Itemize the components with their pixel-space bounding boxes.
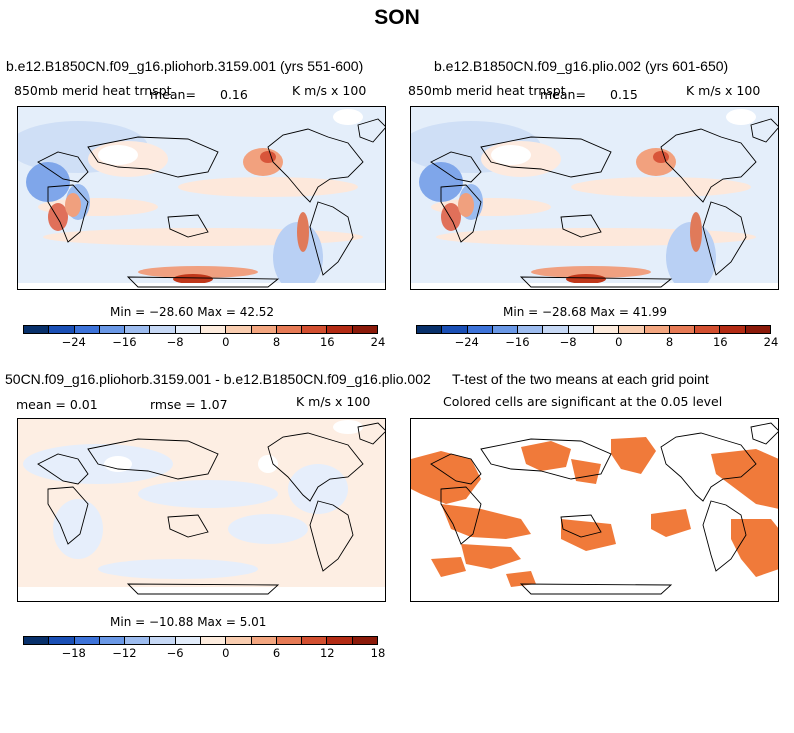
colorbar-tick-label: −24 — [454, 335, 479, 349]
panel3-rmse: rmse = 1.07 — [150, 397, 228, 412]
panel1-variable: 850mb merid heat trnspt — [14, 83, 172, 98]
panel1-colorbar-ticks: −24 −16 −8 0 8 16 24 — [23, 335, 386, 349]
colorbar-swatch — [125, 326, 151, 333]
panel2-minmax: Min = −28.68 Max = 41.99 — [503, 305, 668, 319]
panel1-map — [17, 106, 386, 290]
panel3-minmax: Min = −10.88 Max = 5.01 — [110, 615, 267, 629]
panel4-subtitle: Colored cells are significant at the 0.0… — [443, 394, 723, 409]
colorbar-tick-label: −16 — [505, 335, 530, 349]
colorbar-swatch — [200, 326, 227, 333]
panel2-mean-label: mean= — [540, 87, 586, 102]
panel3-mean: mean = 0.01 — [16, 397, 98, 412]
colorbar-tick-label: 0 — [222, 335, 230, 349]
colorbar-swatch — [352, 637, 377, 644]
colorbar-swatch — [49, 326, 75, 333]
panel3-units: K m/s x 100 — [296, 394, 371, 409]
colorbar-swatch — [745, 326, 770, 333]
panel1-mean-label: mean= — [150, 87, 196, 102]
colorbar-swatch — [175, 637, 201, 644]
colorbar-swatch — [200, 637, 227, 644]
panel1-minmax: Min = −28.60 Max = 42.52 — [110, 305, 275, 319]
colorbar-tick-label: −24 — [61, 335, 86, 349]
colorbar-swatch — [417, 326, 443, 333]
colorbar-swatch — [99, 637, 126, 644]
panel1-mean-value: 0.16 — [220, 87, 248, 102]
colorbar-swatch — [150, 326, 176, 333]
panel1-title: b.e12.B1850CN.f09_g16.pliohorb.3159.001 … — [6, 58, 364, 74]
page-title: SON — [374, 6, 420, 29]
panel3-map — [17, 418, 386, 602]
colorbar-swatch — [276, 637, 303, 644]
colorbar-swatch — [568, 326, 594, 333]
colorbar-swatch — [24, 637, 50, 644]
panel2-mean-value: 0.15 — [610, 87, 638, 102]
colorbar-swatch — [352, 326, 377, 333]
panel1-colorbar — [23, 325, 378, 334]
colorbar-tick-label: 8 — [272, 335, 281, 349]
colorbar-swatch — [327, 637, 353, 644]
colorbar-swatch — [125, 637, 151, 644]
colorbar-swatch — [720, 326, 746, 333]
panel2-colorbar — [416, 325, 771, 334]
colorbar-swatch — [593, 326, 620, 333]
panel2-map — [410, 106, 779, 290]
panel4-title: T-test of the two means at each grid poi… — [452, 371, 709, 387]
significance-regions — [411, 437, 778, 587]
panel3-colorbar-ticks: −18 −12 −6 0 6 12 18 — [23, 646, 386, 660]
colorbar-swatch — [302, 637, 328, 644]
colorbar-swatch — [669, 326, 696, 333]
colorbar-swatch — [276, 326, 303, 333]
colorbar-tick-label: 12 — [319, 646, 335, 660]
colorbar-swatch — [74, 637, 100, 644]
colorbar-swatch — [251, 326, 277, 333]
colorbar-tick-label: −12 — [112, 646, 137, 660]
panel2-variable: 850mb merid heat trnspt — [408, 83, 566, 98]
colorbar-swatch — [695, 326, 721, 333]
colorbar-tick-label: 0 — [615, 335, 623, 349]
colorbar-tick-label: 16 — [319, 335, 335, 349]
colorbar-swatch — [226, 326, 252, 333]
colorbar-tick-label: 24 — [370, 335, 386, 349]
colorbar-tick-label: 18 — [370, 646, 386, 660]
colorbar-tick-label: −8 — [166, 335, 184, 349]
colorbar-swatch — [99, 326, 126, 333]
colorbar-tick-label: 6 — [272, 646, 281, 660]
panel4-map — [410, 418, 779, 602]
colorbar-swatch — [619, 326, 645, 333]
colorbar-tick-label: 8 — [665, 335, 674, 349]
colorbar-tick-label: −18 — [61, 646, 86, 660]
colorbar-swatch — [150, 637, 176, 644]
colorbar-swatch — [24, 326, 50, 333]
panel2-title: b.e12.B1850CN.f09_g16.plio.002 (yrs 601-… — [434, 58, 729, 74]
colorbar-tick-label: 0 — [222, 646, 230, 660]
colorbar-tick-label: −16 — [112, 335, 137, 349]
colorbar-tick-label: 24 — [763, 335, 779, 349]
colorbar-tick-label: 16 — [712, 335, 728, 349]
colorbar-swatch — [251, 637, 277, 644]
colorbar-swatch — [442, 326, 468, 333]
colorbar-swatch — [74, 326, 100, 333]
panel2-units: K m/s x 100 — [686, 83, 761, 98]
panel2-colorbar-ticks: −24 −16 −8 0 8 16 24 — [416, 335, 779, 349]
colorbar-swatch — [518, 326, 544, 333]
panel3-title: 50CN.f09_g16.pliohorb.3159.001 - b.e12.B… — [5, 371, 431, 387]
colorbar-tick-label: −8 — [559, 335, 577, 349]
colorbar-swatch — [492, 326, 519, 333]
colorbar-swatch — [302, 326, 328, 333]
colorbar-tick-label: −6 — [166, 646, 184, 660]
colorbar-swatch — [226, 637, 252, 644]
panel3-colorbar — [23, 636, 378, 645]
colorbar-swatch — [467, 326, 493, 333]
colorbar-swatch — [175, 326, 201, 333]
colorbar-swatch — [49, 637, 75, 644]
colorbar-swatch — [543, 326, 569, 333]
colorbar-swatch — [327, 326, 353, 333]
panel1-units: K m/s x 100 — [292, 83, 367, 98]
colorbar-swatch — [644, 326, 670, 333]
